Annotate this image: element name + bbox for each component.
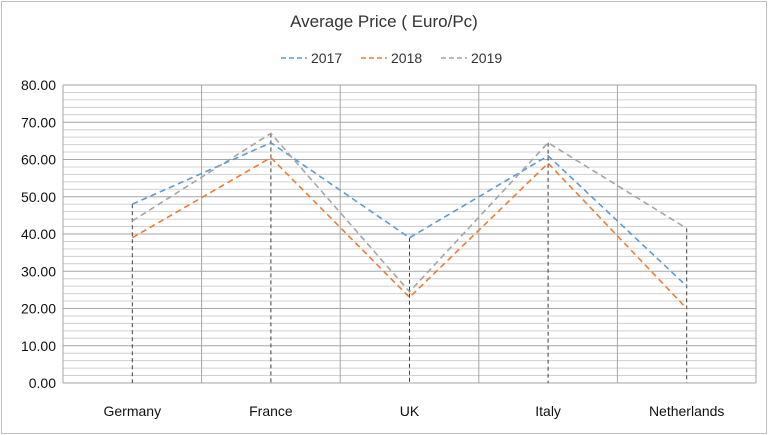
y-tick-label: 70.00 [21,114,56,130]
y-tick-label: 60.00 [21,152,56,168]
series-line-2019 [131,132,688,293]
series-group [131,132,688,310]
x-tick-label: Netherlands [649,403,725,419]
y-tick-label: 80.00 [21,77,56,93]
y-tick-label: 50.00 [21,189,56,205]
legend: 2017 2018 2019 [281,50,502,66]
y-tick-label: 10.00 [21,338,56,354]
x-tick-label: Germany [104,403,162,419]
y-axis: 0.00 10.00 20.00 30.00 40.00 50.00 60.00 70.00 8… [21,77,56,391]
x-tick-label: UK [400,403,420,419]
x-tick-label: France [249,403,293,419]
series-line-2017 [131,141,688,287]
legend-label-2018: 2018 [391,50,422,66]
chart-title: Average Price ( Euro/Pc) [290,12,478,31]
y-tick-label: 0.00 [29,375,56,391]
x-tick-label: Italy [535,403,561,419]
y-tick-label: 20.00 [21,301,56,317]
legend-label-2017: 2017 [311,50,342,66]
legend-label-2019: 2019 [471,50,502,66]
y-tick-label: 40.00 [21,226,56,242]
x-axis: Germany France UK Italy Netherlands [104,133,725,419]
y-tick-label: 30.00 [21,263,56,279]
